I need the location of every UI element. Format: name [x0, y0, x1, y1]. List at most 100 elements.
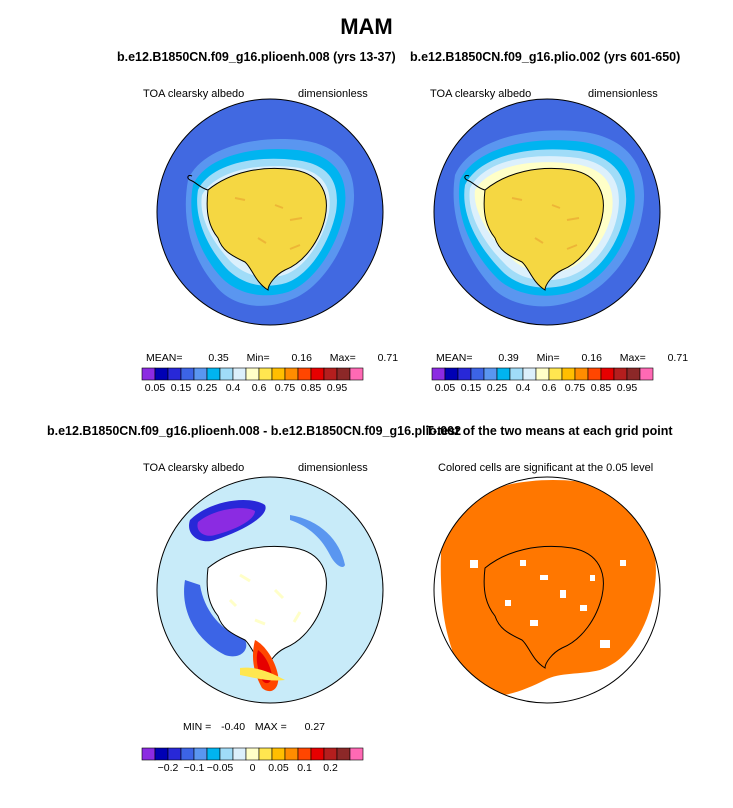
colorbar-tick-label: 0.15 [171, 382, 192, 394]
colorbar-tick-label: 0.75 [565, 382, 586, 394]
mean-label: MEAN= [146, 352, 183, 364]
colorbar-swatch [470, 367, 485, 381]
colorbar-tick-label: 0.05 [268, 762, 289, 774]
colorbar-swatch [587, 367, 602, 381]
ice-texture [234, 197, 303, 250]
max-label: MAX = [254, 721, 287, 733]
colorbar-swatch [310, 747, 325, 761]
page-title: MAM [340, 14, 393, 39]
colorbar-swatch [600, 367, 615, 381]
colorbar-swatch [323, 747, 338, 761]
colorbar-swatch [180, 367, 195, 381]
sea-ice-zone [197, 158, 337, 286]
colorbar-tick-label: 0 [250, 762, 256, 774]
colorbar-tick-label: 0.6 [252, 382, 267, 394]
min-label: Min= [536, 352, 560, 364]
colorbar-tick-label: 0.85 [301, 382, 322, 394]
colorbar-panel2: 0.05 0.15 0.25 0.4 0.6 0.75 0.85 0.95 [431, 367, 654, 394]
panel2-variable-label: TOA clearsky albedo [430, 88, 532, 100]
colorbar-swatch [219, 367, 234, 381]
colorbar-swatch [232, 747, 247, 761]
panel1-units-label: dimensionless [298, 88, 368, 100]
colorbar-swatch [349, 747, 364, 761]
panel4-note: Colored cells are significant at the 0.0… [438, 462, 654, 474]
panel2-subtitle: b.e12.B1850CN.f09_g16.plio.002 (yrs 601-… [410, 50, 681, 64]
sea-ice-zone [185, 139, 355, 306]
antarctica-diff [206, 545, 327, 669]
panel3-stats: MIN = -0.40 MAX = 0.27 [183, 721, 325, 733]
max-label: Max= [329, 352, 356, 364]
colorbar-swatch [444, 367, 459, 381]
panel3-variable-label: TOA clearsky albedo [143, 462, 245, 474]
antarctica-outline [483, 545, 604, 669]
antarctica-ice [483, 167, 604, 291]
panel3-units-label: dimensionless [298, 462, 368, 474]
colorbar-tick-label: 0.6 [542, 382, 557, 394]
colorbar-swatch [297, 367, 312, 381]
min-label: MIN = [183, 721, 212, 733]
max-label: Max= [619, 352, 646, 364]
colorbar-swatch [271, 367, 286, 381]
colorbar-swatch [613, 367, 628, 381]
panel1-stats: MEAN= 0.35 Min= 0.16 Max= 0.71 [146, 352, 398, 364]
sea-ice-zone [474, 162, 613, 273]
negative-anomaly [189, 500, 266, 542]
colorbar-tick-label: 0.05 [435, 382, 456, 394]
colorbar-panel1: 0.05 0.15 0.25 0.4 0.6 0.75 0.85 0.95 [141, 367, 364, 394]
colorbar-swatch [193, 367, 208, 381]
sea-ice-zone [191, 148, 346, 296]
negative-anomaly [290, 515, 345, 567]
colorbar-tick-label: 0.25 [487, 382, 508, 394]
panel2-stats: MEAN= 0.39 Min= 0.16 Max= 0.71 [436, 352, 688, 364]
colorbar-swatch [336, 747, 351, 761]
ice-texture [228, 573, 302, 626]
colorbar-tick-label: 0.4 [516, 382, 531, 394]
colorbar-swatch [180, 747, 195, 761]
colorbar-swatch [167, 747, 182, 761]
colorbar-tick-label: 0.95 [617, 382, 638, 394]
colorbar-swatch [639, 367, 654, 381]
antarctica-ice [206, 167, 327, 291]
colorbar-swatch [232, 367, 247, 381]
colorbar-swatch [310, 367, 325, 381]
min-label: Min= [246, 352, 270, 364]
antarctic-peninsula [187, 175, 209, 191]
colorbar-swatch [522, 367, 537, 381]
antarctic-peninsula [464, 175, 486, 191]
significant-cells [440, 480, 656, 697]
min-value: -0.40 [221, 721, 246, 733]
colorbar-tick-label: −0.2 [158, 762, 179, 774]
colorbar-tick-label: 0.2 [323, 762, 338, 774]
colorbar-swatch [349, 367, 364, 381]
colorbar-swatch [626, 367, 641, 381]
colorbar-swatch [297, 747, 312, 761]
panel2-units-label: dimensionless [588, 88, 658, 100]
colorbar-swatch [496, 367, 511, 381]
colorbar-swatch [245, 747, 260, 761]
mean-value: 0.35 [208, 352, 229, 364]
sea-ice-zone [453, 130, 645, 307]
negative-anomaly [197, 508, 255, 536]
colorbar-tick-label: −0.05 [207, 762, 234, 774]
mean-value: 0.39 [498, 352, 519, 364]
map-border [433, 98, 661, 326]
map-border [156, 98, 384, 326]
panel3-subtitle: b.e12.B1850CN.f09_g16.plioenh.008 - b.e1… [47, 424, 462, 438]
colorbar-swatch [271, 747, 286, 761]
colorbar-swatch [206, 367, 221, 381]
colorbar-tick-label: 0.1 [297, 762, 312, 774]
colorbar-tick-label: 0.05 [145, 382, 166, 394]
colorbar-swatch [141, 367, 156, 381]
mean-label: MEAN= [436, 352, 473, 364]
background [434, 477, 660, 703]
colorbar-tick-label: 0.25 [197, 382, 218, 394]
colorbar-swatch [219, 747, 234, 761]
colorbar-swatch [258, 747, 273, 761]
colorbar-swatch [509, 367, 524, 381]
colorbar-swatch [167, 367, 182, 381]
max-value: 0.71 [667, 352, 689, 364]
colorbar-swatch [535, 367, 550, 381]
sea-ice-zone [469, 156, 619, 281]
sea-ice-zone [201, 166, 330, 278]
